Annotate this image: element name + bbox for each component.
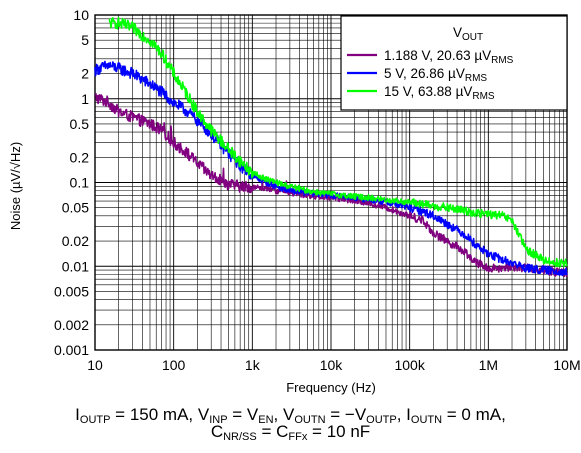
y-tick-label: 0.001 (54, 342, 89, 358)
x-tick-label: 10M (553, 357, 580, 373)
y-tick-label: 10 (73, 7, 89, 23)
y-tick-label: 0.1 (70, 175, 90, 191)
y-tick-label: 0.01 (62, 258, 89, 274)
y-tick-label: 0.5 (70, 116, 90, 132)
y-axis-label: Noise (µV/√Hz) (8, 142, 23, 230)
y-tick-label: 0.005 (54, 283, 89, 299)
legend-label-3: 15 V, 63.88 µVRMS (384, 84, 495, 102)
y-tick-label: 1 (81, 91, 89, 107)
legend-label-2: 5 V, 26.86 µVRMS (384, 66, 487, 84)
y-tick-label: 0.002 (54, 317, 89, 333)
y-tick-label: 0.2 (70, 149, 90, 165)
x-axis-label: Frequency (Hz) (286, 380, 376, 395)
x-tick-label: 10 (87, 357, 103, 373)
tick-labels: 10 100 1k 10k 100k 1M 10M 10 5 2 1 0.5 0.2 0.1 0.05 0.0… (54, 7, 581, 373)
caption-line-1: IOUTP = 150 mA, VINP = VEN, VOUTN = −VOU… (75, 405, 506, 426)
series-lines (94, 16, 568, 278)
legend-label-1: 1.188 V, 20.63 µVRMS (384, 48, 514, 66)
y-tick-label: 5 (81, 32, 89, 48)
x-tick-label: 100k (394, 357, 425, 373)
caption-line-2: CNR/SS = CFFx = 10 nF (210, 422, 371, 443)
series-line-3 (108, 16, 568, 268)
x-tick-label: 1M (479, 357, 498, 373)
y-tick-label: 0.05 (62, 200, 89, 216)
x-tick-label: 10k (320, 357, 344, 373)
x-tick-label: 1k (245, 357, 261, 373)
y-tick-label: 2 (81, 66, 89, 82)
x-tick-label: 100 (162, 357, 186, 373)
plot-frame (94, 14, 568, 351)
y-tick-label: 0.02 (62, 233, 89, 249)
legend-box (340, 15, 568, 111)
